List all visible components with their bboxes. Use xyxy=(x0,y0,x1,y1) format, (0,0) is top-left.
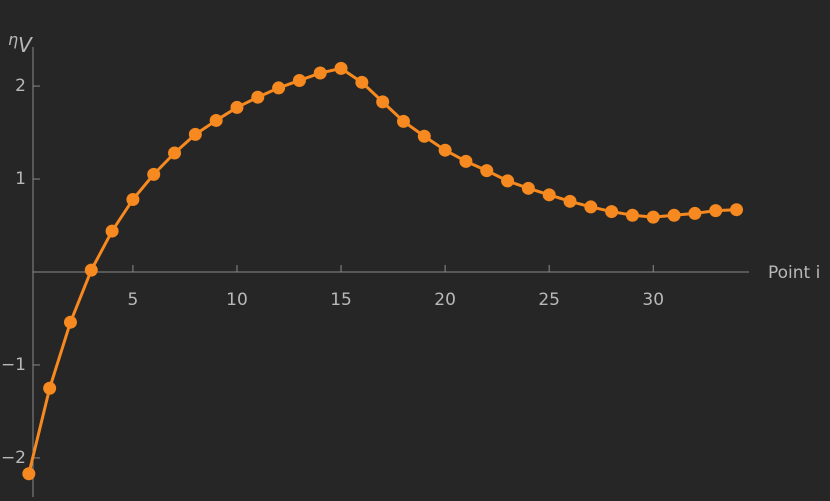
point xyxy=(396,114,410,128)
point xyxy=(563,194,577,208)
point xyxy=(168,146,182,160)
point xyxy=(542,188,556,202)
point xyxy=(646,210,660,224)
y-tick-label: 1 xyxy=(15,169,26,189)
point xyxy=(188,127,202,141)
x-axis-label: Point i xyxy=(768,263,820,283)
point xyxy=(313,66,327,80)
x-tick-label: 25 xyxy=(538,290,560,310)
point xyxy=(209,113,223,127)
x-tick-label: 10 xyxy=(226,290,248,310)
point xyxy=(688,206,702,220)
point xyxy=(251,90,265,104)
point xyxy=(501,174,515,188)
y-tick-label: 2 xyxy=(15,76,26,96)
point xyxy=(625,208,639,222)
x-tick-label: 20 xyxy=(434,290,456,310)
point xyxy=(22,467,36,481)
point xyxy=(605,205,619,219)
point xyxy=(376,95,390,109)
line xyxy=(27,66,737,475)
y-axis-label: ηV xyxy=(8,30,33,57)
y-label-symbol: η xyxy=(8,30,18,49)
x-tick-label: 5 xyxy=(127,290,138,310)
point xyxy=(147,167,161,181)
point xyxy=(459,154,473,168)
point xyxy=(126,192,140,206)
point xyxy=(480,164,494,178)
x-tick-label: 30 xyxy=(642,290,664,310)
point xyxy=(272,81,286,95)
point xyxy=(355,75,369,89)
point xyxy=(417,129,431,143)
point xyxy=(730,203,744,217)
point xyxy=(709,204,723,218)
point xyxy=(584,200,598,214)
point xyxy=(334,61,348,75)
point xyxy=(521,181,535,195)
point xyxy=(667,208,681,222)
point xyxy=(292,73,306,87)
point xyxy=(438,143,452,157)
x-tick-label: 15 xyxy=(330,290,352,310)
point xyxy=(105,224,119,238)
point xyxy=(43,381,57,395)
y-label-subscript: V xyxy=(18,33,33,57)
y-tick-label: −1 xyxy=(1,355,26,375)
point xyxy=(63,315,77,329)
point xyxy=(84,263,98,277)
point xyxy=(230,100,244,114)
y-tick-label: −2 xyxy=(1,448,26,468)
